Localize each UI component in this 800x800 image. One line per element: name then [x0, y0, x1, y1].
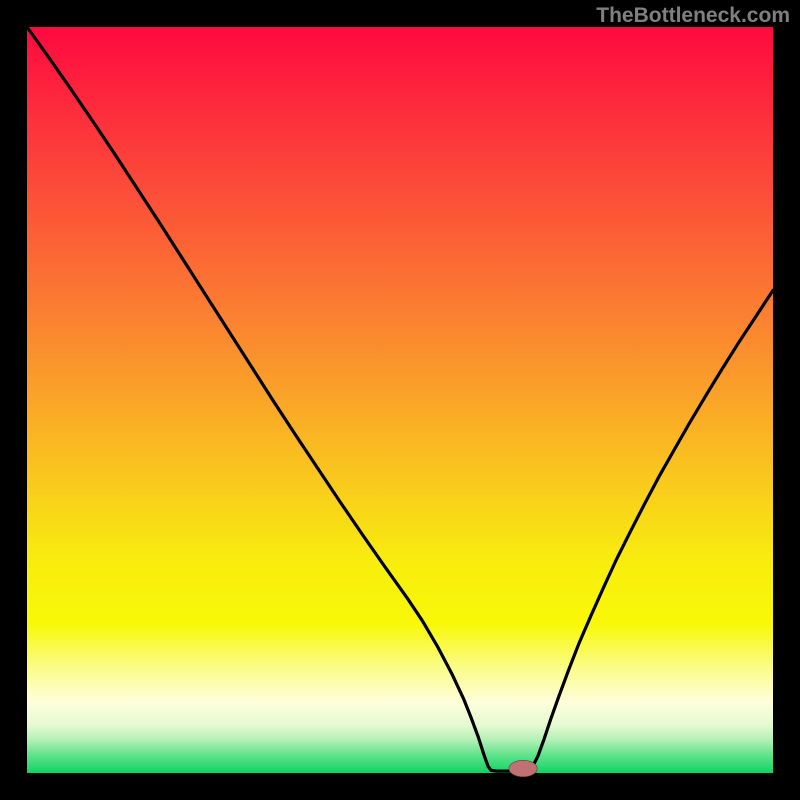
chart-svg	[0, 0, 800, 800]
chart-container: TheBottleneck.com	[0, 0, 800, 800]
plot-background	[27, 27, 773, 773]
minimum-marker	[509, 760, 537, 776]
watermark-text: TheBottleneck.com	[596, 4, 790, 28]
